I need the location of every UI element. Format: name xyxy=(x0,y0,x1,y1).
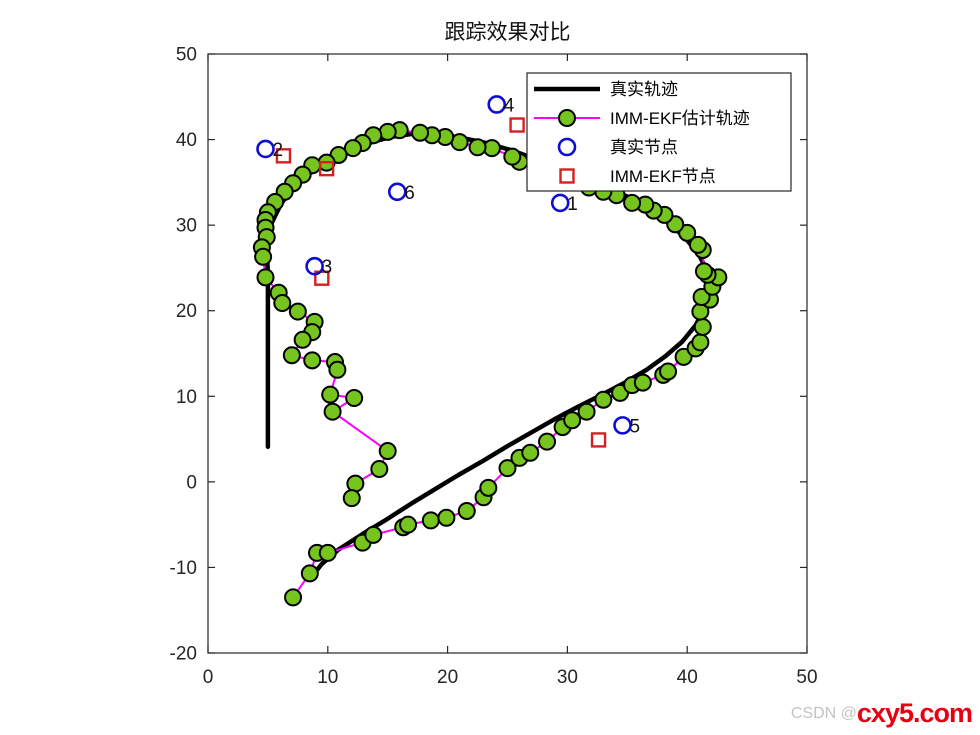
ekf-trajectory-marker xyxy=(421,511,440,530)
y-tick-label: 30 xyxy=(176,216,197,237)
ekf-trajectory-marker xyxy=(378,122,397,141)
y-tick-label: 0 xyxy=(186,472,197,493)
ekf-trajectory-marker xyxy=(318,543,337,562)
y-tick-label: 10 xyxy=(176,387,197,408)
legend-label: 真实轨迹 xyxy=(610,80,678,99)
ekf-trajectory-marker xyxy=(346,474,365,493)
y-tick-label: 20 xyxy=(176,301,197,322)
x-tick-label: 40 xyxy=(677,667,698,688)
legend-item-true-nodes: 真实节点 xyxy=(557,137,678,157)
ekf-trajectory-marker xyxy=(321,385,340,404)
ekf-trajectory-marker xyxy=(342,489,361,508)
ekf-trajectory-marker xyxy=(328,360,347,379)
x-tick-label: 50 xyxy=(796,667,817,688)
axes-box xyxy=(207,53,808,654)
ekf-trajectory-marker xyxy=(692,288,711,307)
y-tick-label: 50 xyxy=(176,45,197,66)
true-node-label: 1 xyxy=(567,194,578,215)
true-node-marker xyxy=(613,416,632,435)
true-node-label: 5 xyxy=(630,416,641,437)
true-node-markers: 1 2 3 4 5 6 xyxy=(256,95,641,437)
ekf-trajectory-marker xyxy=(693,317,712,336)
ekf-trajectory-marker xyxy=(437,508,456,527)
ekf-trajectory-marker xyxy=(457,501,476,520)
true-node-label: 2 xyxy=(273,140,284,161)
ekf-node-marker xyxy=(275,148,292,164)
ekf-trajectory-marker xyxy=(563,411,582,430)
ekf-trajectory-marker xyxy=(678,223,697,242)
ekf-trajectory-marker xyxy=(623,193,642,212)
ekf-trajectory-marker xyxy=(691,333,710,352)
legend-label: IMM-EKF估计轨迹 xyxy=(610,109,750,128)
watermark-prefix: CSDN @ xyxy=(790,705,857,722)
chart-title: 跟踪效果对比 xyxy=(444,20,571,44)
ekf-trajectory-marker xyxy=(594,390,613,409)
ekf-trajectory-marker xyxy=(577,402,596,421)
ekf-trajectory-marker xyxy=(688,235,707,254)
ekf-trajectory-marker xyxy=(633,373,652,392)
ekf-trajectory-marker xyxy=(256,268,275,287)
ekf-trajectory-marker xyxy=(674,347,693,366)
ekf-trajectory-marker xyxy=(364,525,383,544)
ekf-trajectory-marker xyxy=(521,443,540,462)
ekf-trajectory-marker xyxy=(254,247,273,266)
x-tick-label: 30 xyxy=(557,667,578,688)
ekf-trajectory-marker xyxy=(293,330,312,349)
ekf-trajectory-marker xyxy=(503,147,522,166)
ekf-trajectory-marker xyxy=(411,123,430,142)
ekf-trajectory-marker xyxy=(345,388,364,407)
ekf-trajectory-marker xyxy=(399,515,418,534)
y-tick-label: -20 xyxy=(170,644,197,665)
legend-item-ekf-nodes: IMM-EKF节点 xyxy=(559,167,716,186)
ekf-trajectory-marker xyxy=(498,459,517,478)
ekf-trajectory-marker xyxy=(288,302,307,321)
ekf-trajectory-marker xyxy=(694,262,713,281)
watermark: CSDN @cxy5.com xyxy=(790,698,973,729)
ekf-node-marker xyxy=(590,432,607,448)
watermark-brand-link[interactable]: cxy5.com xyxy=(856,698,973,728)
ekf-trajectory-marker xyxy=(378,442,397,461)
ekf-trajectory-marker xyxy=(659,362,678,381)
x-tick-label: 20 xyxy=(437,667,458,688)
legend-item-true-trajectory: 真实轨迹 xyxy=(534,80,678,99)
legend-box xyxy=(526,72,792,192)
ekf-trajectory-marker xyxy=(284,588,303,607)
ekf-trajectory-marker xyxy=(273,294,292,313)
legend-true-node-sample xyxy=(557,137,577,157)
ekf-trajectory-marker xyxy=(323,402,342,421)
true-node-marker xyxy=(550,193,570,213)
ekf-node-marker xyxy=(509,117,525,133)
legend-item-ekf-trajectory: IMM-EKF估计轨迹 xyxy=(534,109,750,128)
legend-label: IMM-EKF节点 xyxy=(610,167,716,186)
true-node-label: 6 xyxy=(404,183,415,204)
x-tick-label: 10 xyxy=(317,667,338,688)
ekf-trajectory-marker xyxy=(370,460,389,479)
ekf-trajectory-marker xyxy=(538,432,557,451)
true-node-label: 3 xyxy=(322,257,333,278)
ekf-trajectory-marker xyxy=(343,139,362,158)
legend-label: 真实节点 xyxy=(610,138,678,157)
true-node-marker xyxy=(487,95,507,114)
x-tick-label: 0 xyxy=(203,667,214,688)
true-node-marker xyxy=(256,139,275,159)
y-tick-label: -10 xyxy=(170,558,197,579)
ekf-node-markers xyxy=(275,117,607,448)
ekf-trajectory-marker xyxy=(479,478,498,497)
ekf-trajectory-marker xyxy=(468,138,487,157)
ekf-trajectory-marker xyxy=(300,564,319,583)
y-tick-label: 40 xyxy=(176,130,197,151)
true-node-label: 4 xyxy=(504,95,515,116)
true-node-marker xyxy=(387,182,407,202)
true-node-marker xyxy=(305,256,324,276)
ekf-trajectory-marker xyxy=(303,351,322,370)
ekf-trajectory-marker xyxy=(282,346,301,365)
legend-ekf-node-sample xyxy=(559,168,575,184)
ekf-node-marker xyxy=(318,160,335,177)
legend-ekf-marker-sample xyxy=(558,109,576,127)
